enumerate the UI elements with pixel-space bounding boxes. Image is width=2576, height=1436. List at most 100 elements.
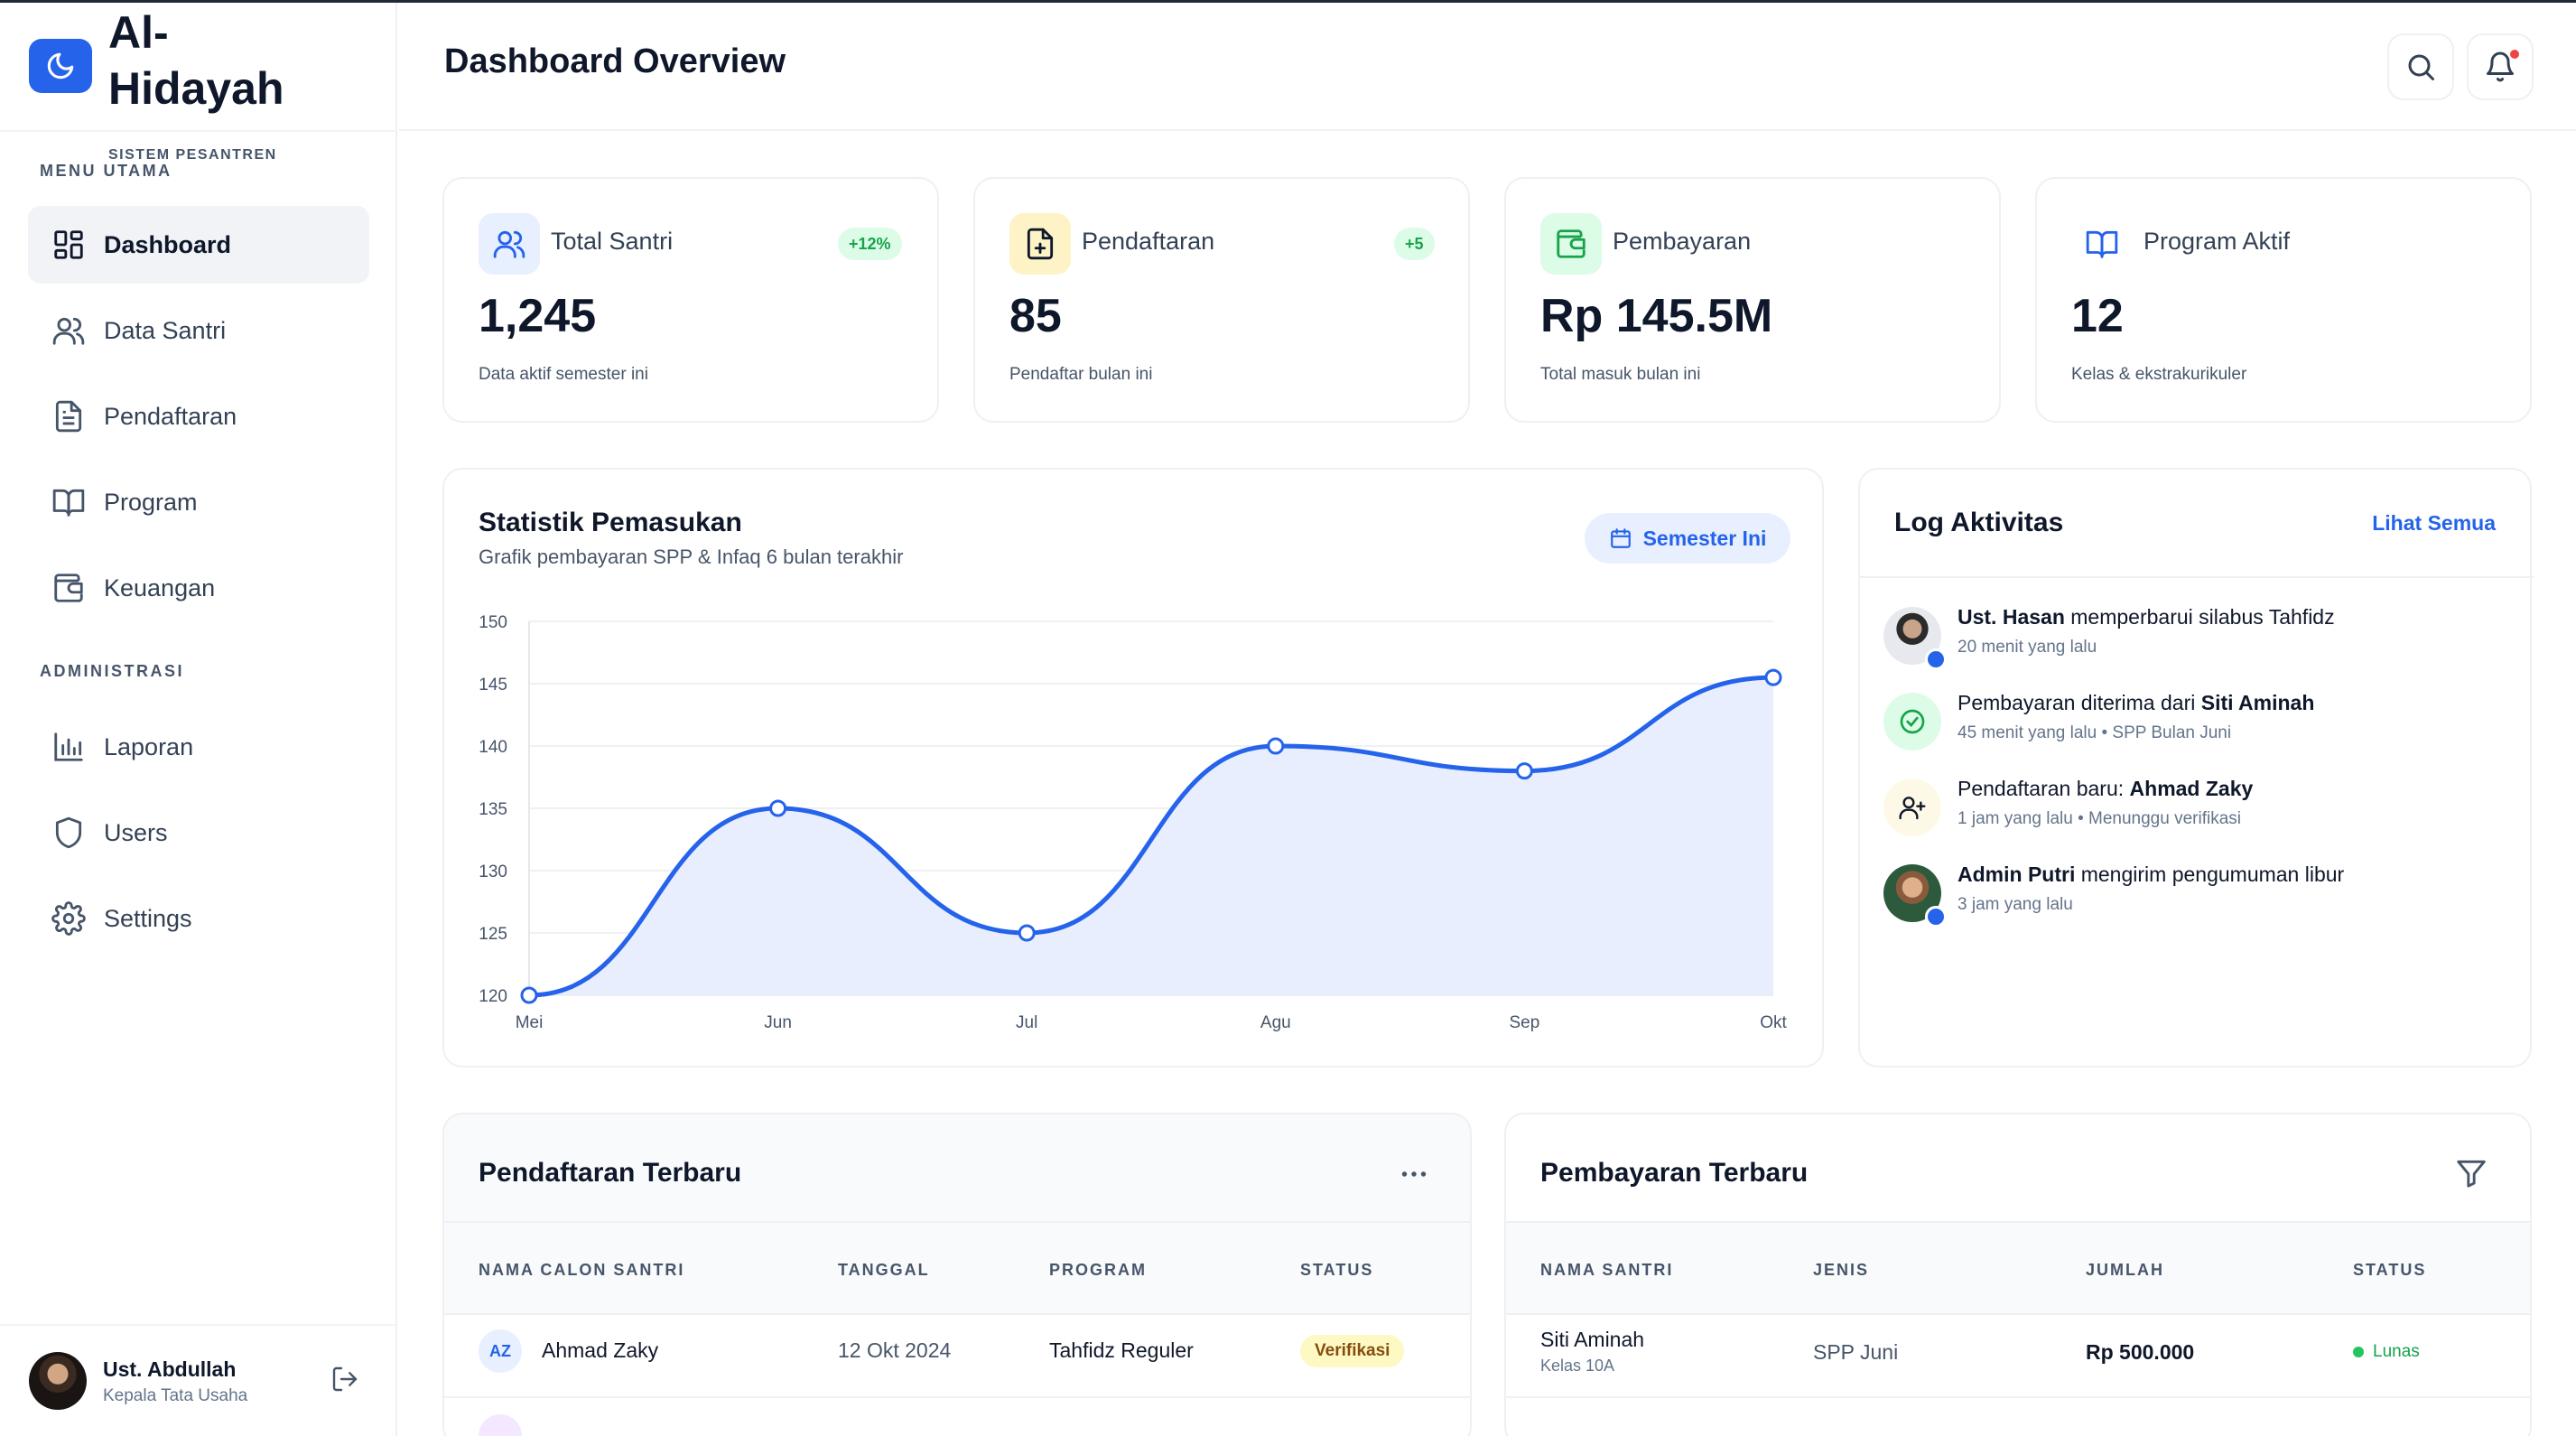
x-tick-label: Okt [1760,1013,1787,1032]
stat-card-total-santri: Total Santri +12% 1,245 Data aktif semes… [442,177,939,423]
log-item: Pendaftaran baru: Ahmad Zaky 1 jam yang … [1883,771,2506,844]
logout-icon[interactable] [330,1365,363,1397]
book-icon [2071,213,2133,275]
status-badge: Lunas [2353,1342,2420,1362]
sidebar-item-label: Keuangan [104,573,216,601]
bar-chart-icon [54,732,83,761]
log-text: Ust. Hasan memperbarui silabus Tahfidz [1958,605,2335,629]
filter-icon[interactable] [2454,1156,2488,1195]
more-options-icon[interactable] [1398,1158,1430,1195]
series-area [529,677,1773,995]
sidebar-item-label: Data Santri [104,316,227,344]
column-header: STATUS [2353,1261,2427,1279]
stat-card-program-aktif: Program Aktif 12 Kelas & ekstrakurikuler [2035,177,2532,423]
initials-avatar: AZ [479,1329,522,1373]
wallet-icon [54,573,83,602]
semester-filter-button[interactable]: Semester Ini [1585,513,1790,564]
sidebar-item-users[interactable]: Users [28,794,369,872]
shield-icon [55,816,82,849]
table-body [444,1315,1470,1436]
data-point [769,799,787,817]
section-label-main: MENU UTAMA [40,162,172,180]
table-header [444,1221,1470,1315]
wallet-icon [1540,213,1602,275]
stat-label: Pendaftaran [1082,228,1215,255]
calendar-icon [1610,528,1631,548]
y-tick-label: 120 [479,987,507,1006]
notification-button[interactable] [2467,33,2534,100]
row-divider [1506,1396,2530,1398]
stat-value: Rp 145.5M [1540,290,1773,342]
stat-value: 85 [1009,290,1062,342]
stat-desc: Pendaftar bulan ini [1009,365,1153,384]
column-header: NAMA CALON SANTRI [479,1261,685,1279]
users-icon [479,213,540,275]
y-tick-label: 145 [479,676,507,695]
stat-value: 1,245 [479,290,597,342]
page-title: Dashboard Overview [444,42,786,80]
stat-desc: Total masuk bulan ini [1540,365,1701,384]
series-line [526,675,1776,998]
user-plus-icon [1883,779,1941,836]
sidebar-item-pendaftaran[interactable]: Pendaftaran [28,378,369,455]
log-meta: 45 menit yang lalu • SPP Bulan Juni [1958,723,2232,742]
file-plus-icon [1009,213,1071,275]
log-title: Log Aktivitas [1894,508,2064,537]
stat-card-pembayaran: Pembayaran Rp 145.5M Total masuk bulan i… [1504,177,2001,423]
sidebar-item-dashboard[interactable]: Dashboard [28,206,369,284]
sidebar-item-settings[interactable]: Settings [28,880,369,957]
sidebar-item-laporan[interactable]: Laporan [28,708,369,786]
status-dot [2353,1347,2364,1357]
y-tick-label: 140 [479,738,507,757]
x-tick-label: Jun [764,1013,792,1032]
log-meta: 1 jam yang lalu • Menunggu verifikasi [1958,809,2241,828]
log-text: Admin Putri mengirim pengumuman libur [1958,863,2345,886]
chart-subtitle: Grafik pembayaran SPP & Infaq 6 bulan te… [479,545,904,568]
log-item: Admin Putri mengirim pengumuman libur 3 … [1883,857,2506,929]
log-text: Pembayaran diterima dari Siti Aminah [1958,691,2315,714]
bell-icon [2487,51,2514,82]
stat-label: Program Aktif [2144,228,2291,255]
column-header: TANGGAL [838,1261,930,1279]
status-badge: Verifikasi [1300,1335,1405,1367]
log-item: Ust. Hasan memperbarui silabus Tahfidz 2… [1883,600,2506,672]
sidebar-item-program[interactable]: Program [28,463,369,541]
recent-payments-card: Pembayaran Terbaru NAMA SANTRI JENIS JUM… [1504,1113,2532,1436]
sidebar-item-label: Dashboard [104,230,232,258]
table-cell-type: SPP Juni [1813,1340,1899,1364]
see-all-link[interactable]: Lihat Semua [2372,511,2496,535]
divider [0,1324,397,1326]
moon-icon [29,39,92,93]
sidebar-item-label: Laporan [104,732,194,760]
data-point [1267,737,1285,755]
log-text: Pendaftaran baru: Ahmad Zaky [1958,777,2254,800]
x-tick-label: Sep [1509,1013,1539,1032]
column-header: STATUS [1300,1261,1374,1279]
search-button[interactable] [2387,33,2454,100]
header: Dashboard Overview [399,3,2576,131]
stat-label: Pembayaran [1613,228,1752,255]
table-title: Pembayaran Terbaru [1540,1158,1809,1188]
sidebar-item-keuangan[interactable]: Keuangan [28,549,369,627]
stat-badge: +5 [1394,228,1435,260]
semester-filter-label: Semester Ini [1642,526,1767,550]
grid-icon [54,230,83,259]
stat-desc: Data aktif semester ini [479,365,648,384]
log-meta: 20 menit yang lalu [1958,638,2097,657]
sidebar-item-data-santri[interactable]: Data Santri [28,292,369,369]
x-tick-label: Jul [1016,1013,1037,1032]
chart-title: Statistik Pemasukan [479,508,742,537]
divider [0,130,397,132]
table-cell-amount: Rp 500.000 [2086,1340,2195,1364]
user-profile: Ust. Abdullah Kepala Tata Usaha [27,1350,370,1413]
y-tick-label: 130 [479,863,507,881]
row-divider [444,1396,1470,1398]
table-cell-name: Ahmad Zaky [542,1338,659,1362]
stat-badge: +12% [838,228,902,260]
column-header: JUMLAH [2086,1261,2164,1279]
data-point [520,986,538,1004]
stat-card-pendaftaran: Pendaftaran +5 85 Pendaftar bulan ini [973,177,1470,423]
income-chart: 120 125 130 135 140 145 150 Mei Jun Jul Agu Sep Okt [479,613,1787,1032]
table-cell-date: 12 Okt 2024 [838,1338,952,1362]
brand-title: Al-Hidayah [108,7,284,114]
